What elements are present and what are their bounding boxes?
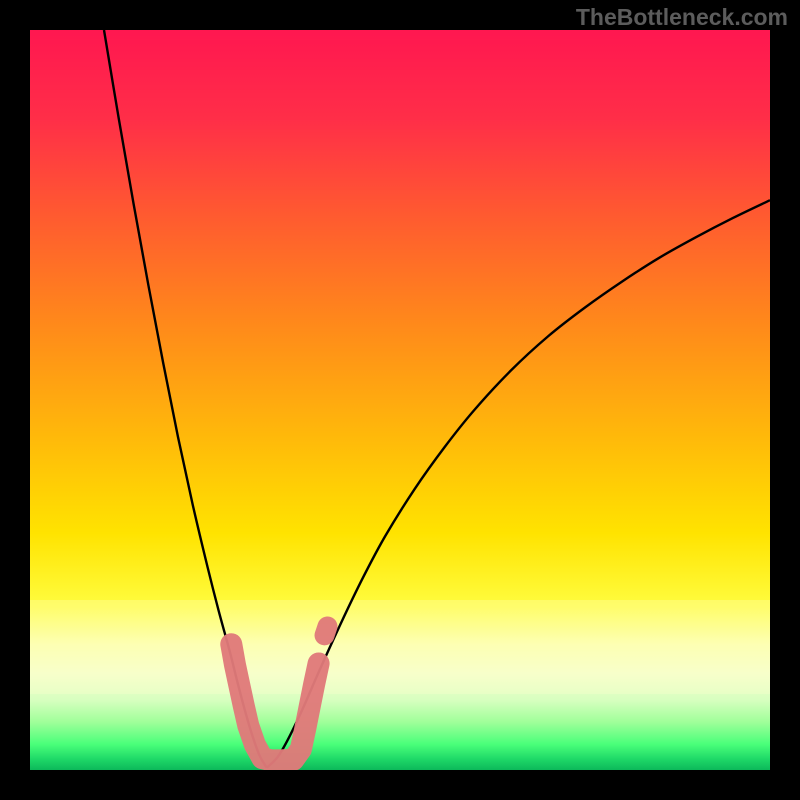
chart-frame: TheBottleneck.com xyxy=(0,0,800,800)
bottleneck-curve-chart xyxy=(0,0,800,800)
pale-highlight-band xyxy=(30,600,770,694)
watermark-text: TheBottleneck.com xyxy=(576,4,788,31)
